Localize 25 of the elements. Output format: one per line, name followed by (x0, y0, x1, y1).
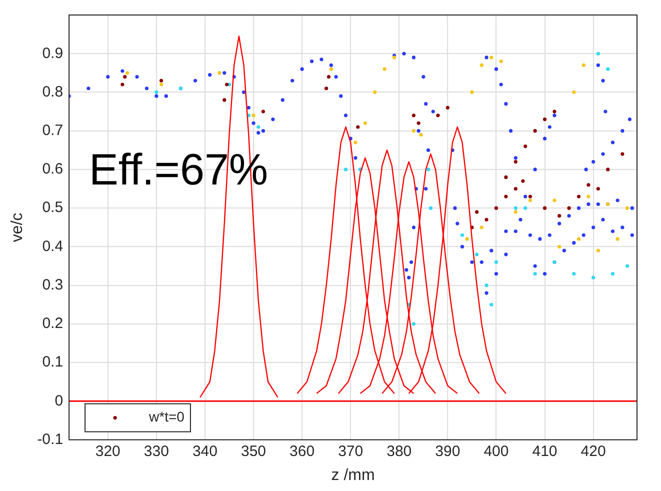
x-tick-label: 420 (580, 442, 606, 460)
legend-label: w*t=0 (148, 408, 185, 425)
y-tick-label: 0.6 (42, 160, 64, 178)
x-tick-label: 330 (144, 442, 169, 460)
x-tick-label: 360 (290, 442, 315, 460)
x-tick-label: 340 (192, 442, 218, 460)
x-tick-label: 350 (240, 442, 266, 460)
y-tick-label: 0.8 (42, 83, 64, 100)
y-tick-label: 0 (54, 392, 64, 410)
x-tick-label: 370 (338, 442, 364, 460)
y-tick-label: -0.1 (37, 430, 64, 448)
x-axis-title: z /mm (331, 466, 375, 484)
x-tick-label: 380 (386, 442, 412, 460)
y-tick-label: 0.7 (42, 122, 64, 139)
x-tick-label: 400 (484, 442, 509, 460)
y-tick-label: 0.3 (42, 276, 64, 294)
y-tick-label: 0.1 (42, 354, 64, 371)
y-tick-label: 0.4 (42, 238, 64, 255)
y-tick-label: 0.2 (42, 315, 64, 332)
y-tick-label: 0.9 (42, 44, 64, 62)
y-tick-label: 0.5 (42, 199, 64, 216)
x-tick-label: 390 (435, 442, 460, 460)
x-tick-label: 410 (532, 442, 558, 460)
x-tick-label: 320 (95, 442, 120, 460)
y-axis-title: ve/c (9, 212, 26, 242)
